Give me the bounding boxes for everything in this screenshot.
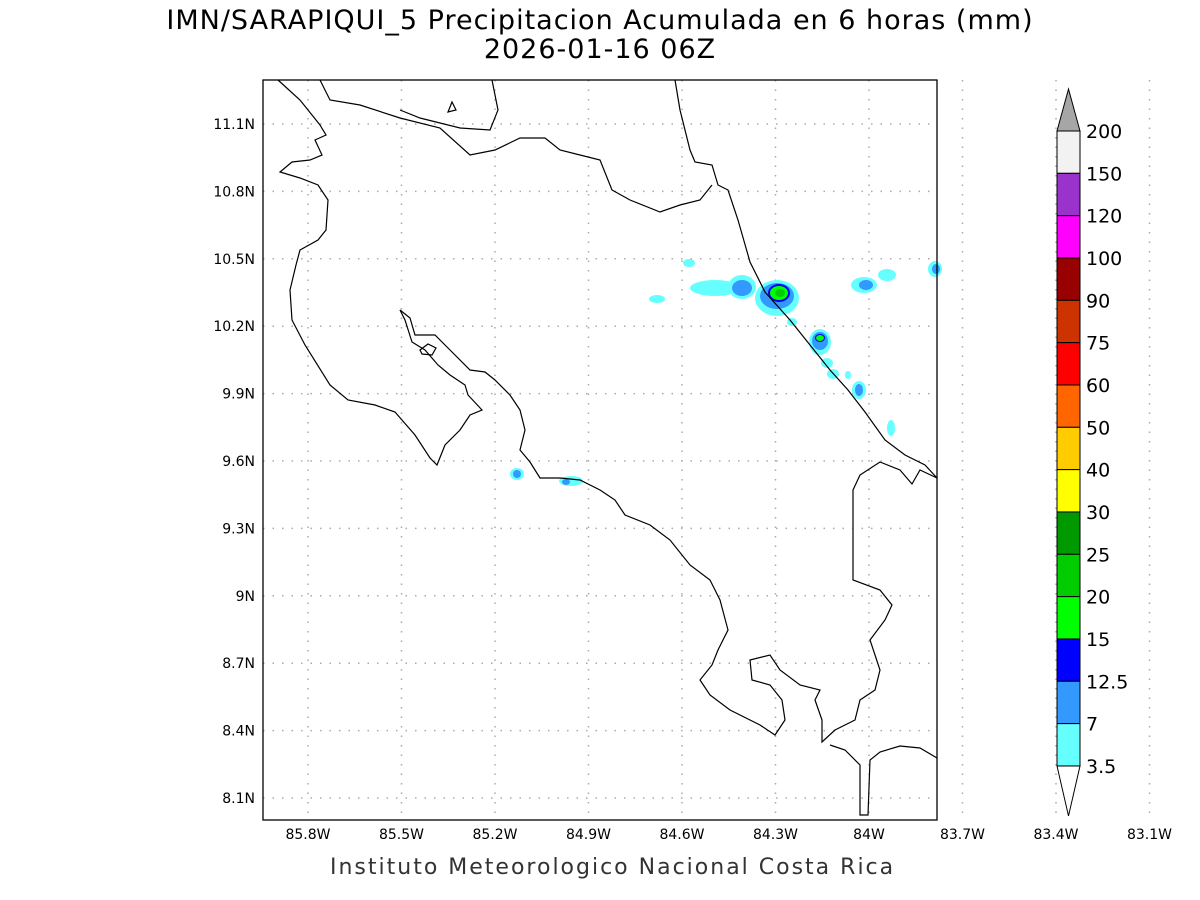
caribbean-coastline — [674, 79, 938, 479]
colorbar-label: 30 — [1086, 502, 1110, 524]
longitude-label: 84.9W — [566, 827, 611, 843]
latitude-label: 8.1N — [222, 791, 255, 807]
colorbar-label: 12.5 — [1086, 671, 1128, 693]
colorbar-segment — [1056, 342, 1081, 386]
colorbar-under-triangle — [1056, 765, 1081, 817]
latitude-label: 10.5N — [213, 252, 255, 268]
longitude-label: 84W — [853, 827, 885, 843]
colorbar-segment — [1056, 596, 1081, 640]
colorbar-segment — [1056, 257, 1081, 301]
colorbar-label: 150 — [1086, 163, 1122, 185]
colorbar-segment — [1056, 172, 1081, 217]
precip-contour — [683, 259, 695, 267]
colorbar-segment — [1056, 215, 1081, 259]
colorbar-label: 60 — [1086, 375, 1110, 397]
longitude-label: 85.5W — [379, 827, 424, 843]
longitude-label: 83.1W — [1127, 827, 1172, 843]
nicoya-gulf-coastline — [399, 309, 938, 744]
colorbar-segment — [1056, 130, 1081, 174]
colorbar-label: 200 — [1086, 121, 1122, 143]
colorbar-segment — [1056, 638, 1081, 682]
precip-contour — [887, 420, 895, 436]
colorbar-segment — [1056, 553, 1081, 598]
precip-contour — [855, 384, 863, 396]
precip-contour — [562, 479, 570, 485]
colorbar-label: 75 — [1086, 333, 1110, 355]
latitude-label: 9N — [236, 589, 255, 605]
precip-contour — [821, 358, 833, 368]
colorbar-segment — [1056, 426, 1081, 471]
longitude-labels: 85.8W 85.5W 85.2W 84.9W 84.6W 84.3W 84W 83.7W 83… — [285, 827, 1172, 843]
nicaragua-coast — [399, 79, 499, 131]
pacific-coastline — [277, 79, 484, 467]
colorbar-label: 120 — [1086, 206, 1122, 228]
longitude-label: 83.7W — [940, 827, 985, 843]
latitude-label: 10.8N — [213, 184, 255, 200]
colorbar-segment — [1056, 469, 1081, 513]
precip-contour — [845, 371, 851, 379]
longitude-label: 83.4W — [1033, 827, 1078, 843]
colorbar-segment — [1056, 299, 1081, 344]
precip-contour — [649, 295, 665, 303]
colorbar-segment — [1056, 511, 1081, 555]
latitude-label: 10.2N — [213, 319, 255, 335]
precip-contour — [932, 264, 940, 274]
map-title: IMN/SARAPIQUI_5 Precipitacion Acumulada … — [166, 5, 1034, 36]
longitude-label: 85.2W — [472, 827, 517, 843]
colorbar-label: 25 — [1086, 544, 1110, 566]
colorbar-label: 90 — [1086, 290, 1110, 312]
precip-contour — [775, 289, 785, 297]
colorbar-segment — [1056, 723, 1081, 767]
colorbar-segment — [1056, 680, 1081, 725]
latitude-label: 8.7N — [222, 656, 255, 672]
lake-island — [447, 100, 457, 113]
latitude-label: 9.6N — [222, 454, 255, 470]
colorbar-label: 100 — [1086, 248, 1122, 270]
colorbar-label: 40 — [1086, 460, 1110, 482]
colorbar-label: 3.5 — [1086, 756, 1116, 778]
map-subtitle: 2026-01-16 06Z — [483, 34, 717, 65]
precip-contour — [816, 335, 824, 341]
longitude-label: 84.3W — [753, 827, 798, 843]
colorbar-label: 15 — [1086, 629, 1110, 651]
longitude-label: 84.6W — [659, 827, 704, 843]
longitude-label: 85.8W — [285, 827, 330, 843]
map-frame — [262, 79, 938, 821]
grid-lines — [263, 80, 1151, 820]
precip-contour — [513, 470, 521, 478]
precip-contour — [690, 280, 740, 296]
burica-coastline — [829, 744, 938, 816]
colorbar-label: 7 — [1086, 714, 1098, 736]
nicaragua-border — [319, 79, 713, 213]
latitude-labels: 11.1N 10.8N 10.5N 10.2N 9.9N 9.6N 9.3N 9N 8.7N 8.… — [213, 117, 255, 807]
colorbar: 200 150 120 100 90 75 60 50 40 30 25 20 15 12.5 7 3.5 — [1056, 87, 1128, 817]
coastline — [277, 79, 938, 816]
precipitation-field — [510, 259, 942, 486]
chira-island — [419, 343, 437, 356]
precip-contour — [859, 280, 873, 290]
latitude-label: 9.9N — [222, 387, 255, 403]
footer-credit: Instituto Meteorologico Nacional Costa R… — [330, 855, 896, 880]
precip-contour — [732, 280, 752, 296]
colorbar-over-triangle — [1056, 87, 1081, 132]
precip-contour — [878, 269, 896, 281]
latitude-label: 8.4N — [222, 724, 255, 740]
latitude-label: 9.3N — [222, 521, 255, 537]
latitude-label: 11.1N — [213, 117, 255, 133]
colorbar-label: 50 — [1086, 417, 1110, 439]
colorbar-segment — [1056, 384, 1081, 428]
colorbar-label: 20 — [1086, 587, 1110, 609]
